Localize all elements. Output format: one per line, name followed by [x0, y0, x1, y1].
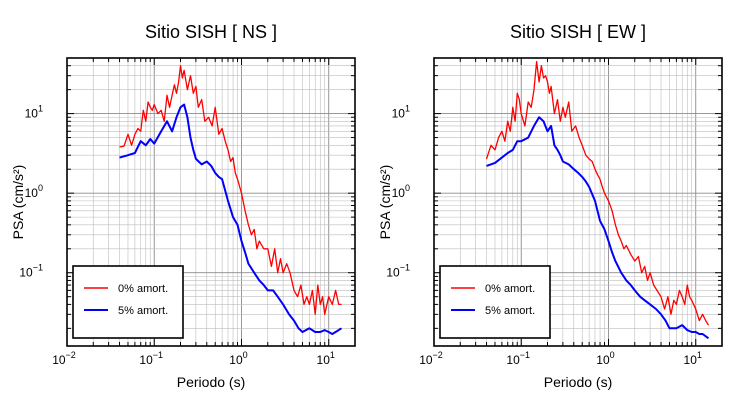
- x-tick-label: 101: [317, 350, 335, 367]
- series-line-5pct-ew: [486, 116, 710, 340]
- x-axis-label-ns: Periodo (s): [177, 374, 245, 390]
- x-tick-label: 10−2: [419, 350, 443, 367]
- legend-box-ew: [439, 265, 551, 339]
- legend-label-0pct-ns: 0% amort.: [118, 283, 168, 295]
- x-axis-label-ew: Periodo (s): [544, 374, 612, 390]
- legend-ns: 0% amort. 5% amort.: [72, 265, 184, 339]
- y-tick-label: 100: [25, 183, 43, 200]
- series-line-0pct-ns: [119, 65, 342, 315]
- y-tick-label: 100: [392, 183, 410, 200]
- legend-ew: 0% amort. 5% amort.: [439, 265, 551, 339]
- x-tick-label: 100: [229, 350, 247, 367]
- chart-title-ns: Sitio SISH [ NS ]: [145, 22, 277, 42]
- series-group-ew: [485, 60, 710, 340]
- y-tick-label: 101: [25, 104, 43, 121]
- series-line-0pct-ew: [485, 60, 710, 326]
- x-tick-label: 101: [684, 350, 702, 367]
- y-tick-label: 10−1: [386, 263, 410, 280]
- chart-title-ew: Sitio SISH [ EW ]: [510, 22, 646, 42]
- y-axis-label-ns: PSA (cm/s²): [10, 165, 26, 240]
- y-ticks-ns: 10−1 100 101: [19, 57, 355, 329]
- x-tick-label: 100: [596, 350, 614, 367]
- legend-label-5pct-ns: 5% amort.: [118, 305, 168, 317]
- y-ticks-ew: 10−1 100 101: [386, 57, 722, 329]
- series-line-5pct-ns: [119, 103, 343, 335]
- plot-frame-ns: [66, 57, 356, 347]
- x-ticks-ew: 10−2 10−1 100 101: [419, 58, 723, 367]
- y-tick-label: 10−1: [19, 263, 43, 280]
- legend-label-0pct-ew: 0% amort.: [485, 283, 535, 295]
- series-group-ns: [119, 65, 343, 335]
- x-ticks-ns: 10−2 10−1 100 101: [52, 58, 356, 367]
- panel-ew: Sitio SISH [ EW ] 10−2 10−1 100 101 10−1 100…: [377, 22, 723, 390]
- x-tick-label: 10−2: [52, 350, 76, 367]
- y-tick-label: 101: [392, 104, 410, 121]
- legend-box-ns: [72, 265, 184, 339]
- panel-ns: Sitio SISH [ NS ] 10−2 10−1 100 101 10−1 100…: [10, 22, 356, 390]
- legend-label-5pct-ew: 5% amort.: [485, 305, 535, 317]
- x-tick-label: 10−1: [506, 350, 530, 367]
- x-tick-label: 10−1: [139, 350, 163, 367]
- y-axis-label-ew: PSA (cm/s²): [377, 165, 393, 240]
- plot-frame-ew: [433, 57, 723, 347]
